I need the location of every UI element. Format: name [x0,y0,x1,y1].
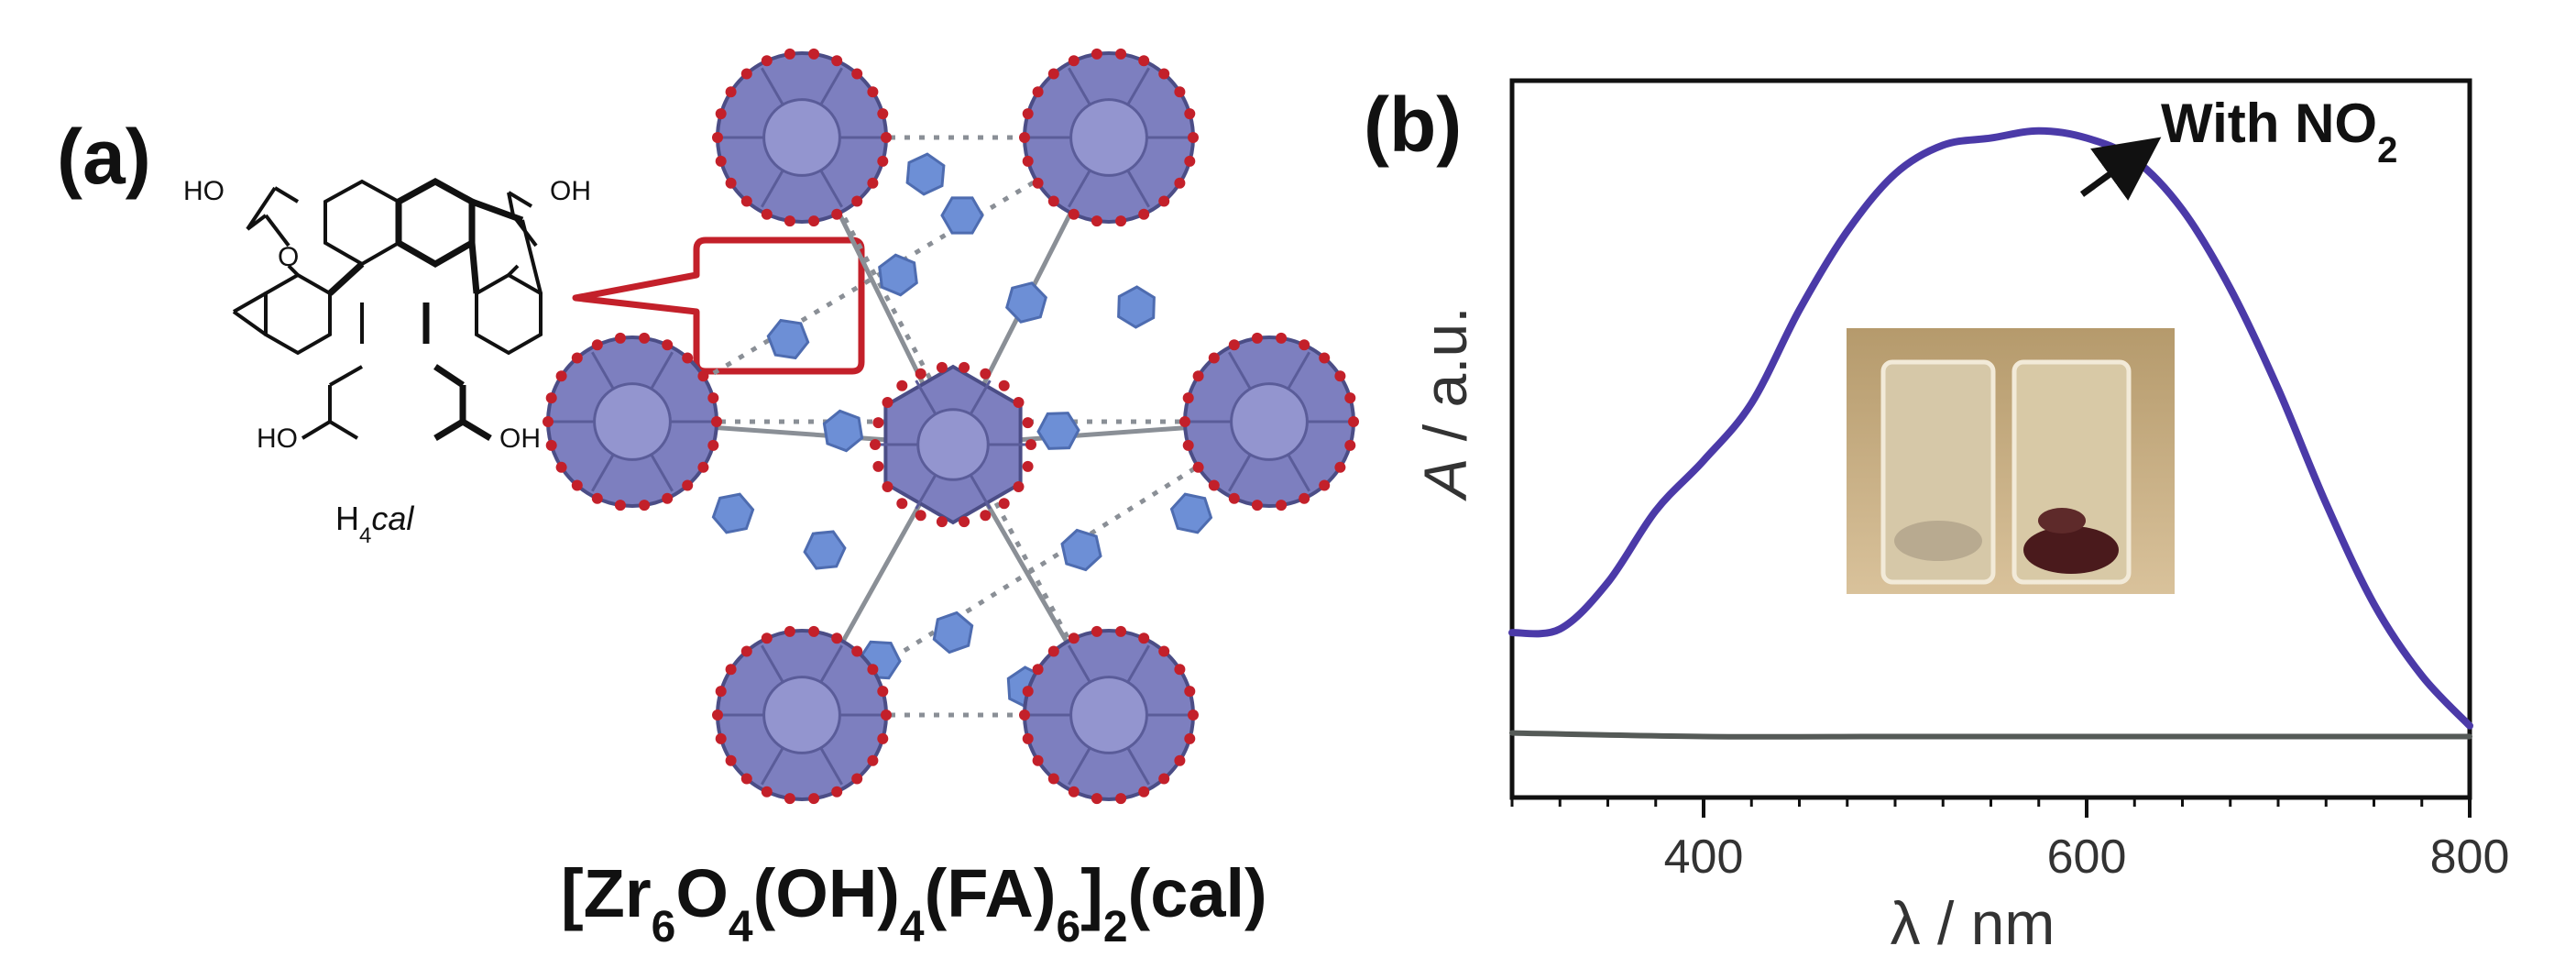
series-line-baseline [1509,730,2472,740]
with-no2-annotation: With NO2 [2161,93,2397,170]
linker-ring [822,409,864,453]
linker-ring [711,492,755,534]
panel-a-label: (a) [57,114,151,200]
linker-ring [940,196,984,235]
molecule-group-oh-bottom: OH [499,424,541,454]
linker-ring [932,610,974,654]
linker-ring [766,318,810,360]
zr-cluster [712,625,892,805]
h4cal-structure [232,178,543,442]
y-axis-title: A / a.u. [1411,306,1479,501]
zr-cluster [870,361,1036,528]
mof-crystal-structure [543,48,1359,805]
series-line-with-no2 [1508,126,2473,730]
linker-ring [1060,528,1102,572]
zr-cluster [543,332,722,512]
molecule-name: H4cal [335,500,414,548]
zr-cluster [712,48,892,227]
molecule-group-oh-top: OH [550,176,591,206]
annotation-arrow [2079,137,2162,201]
x-tick-label: 400 [1664,830,1744,884]
zr-cluster [1019,625,1199,805]
linker-ring [1117,285,1156,329]
panel-b-label: (b) [1364,82,1462,168]
absorbance-chart: 400 600 800 λ / nm A / a.u. [1411,78,2510,957]
molecule-group-ho-top: HO [183,176,225,206]
molecule-group-o-left: O [278,242,299,272]
x-tick-label: 800 [2430,830,2510,884]
x-tick-label: 600 [2047,830,2127,884]
panel-a: (a) [57,48,1359,952]
linker-ring [878,253,918,297]
zr-cluster [1019,48,1199,227]
panel-b: (b) 400 600 800 λ / nm A / a.u. With NO2 [1364,78,2510,957]
vials-inset-photo [1847,328,2175,594]
linker-ring [803,530,847,570]
linker-ring [1169,492,1213,534]
zr-cluster [1179,332,1359,512]
linker-ring [1005,281,1047,324]
x-axis-title: λ / nm [1891,889,2055,957]
mof-formula: [Zr6O4(OH)4(FA)6]2(cal) [561,855,1267,952]
molecule-group-ho-bottom: HO [257,424,298,454]
linker-ring [905,152,946,196]
linker-ring [1036,412,1080,450]
